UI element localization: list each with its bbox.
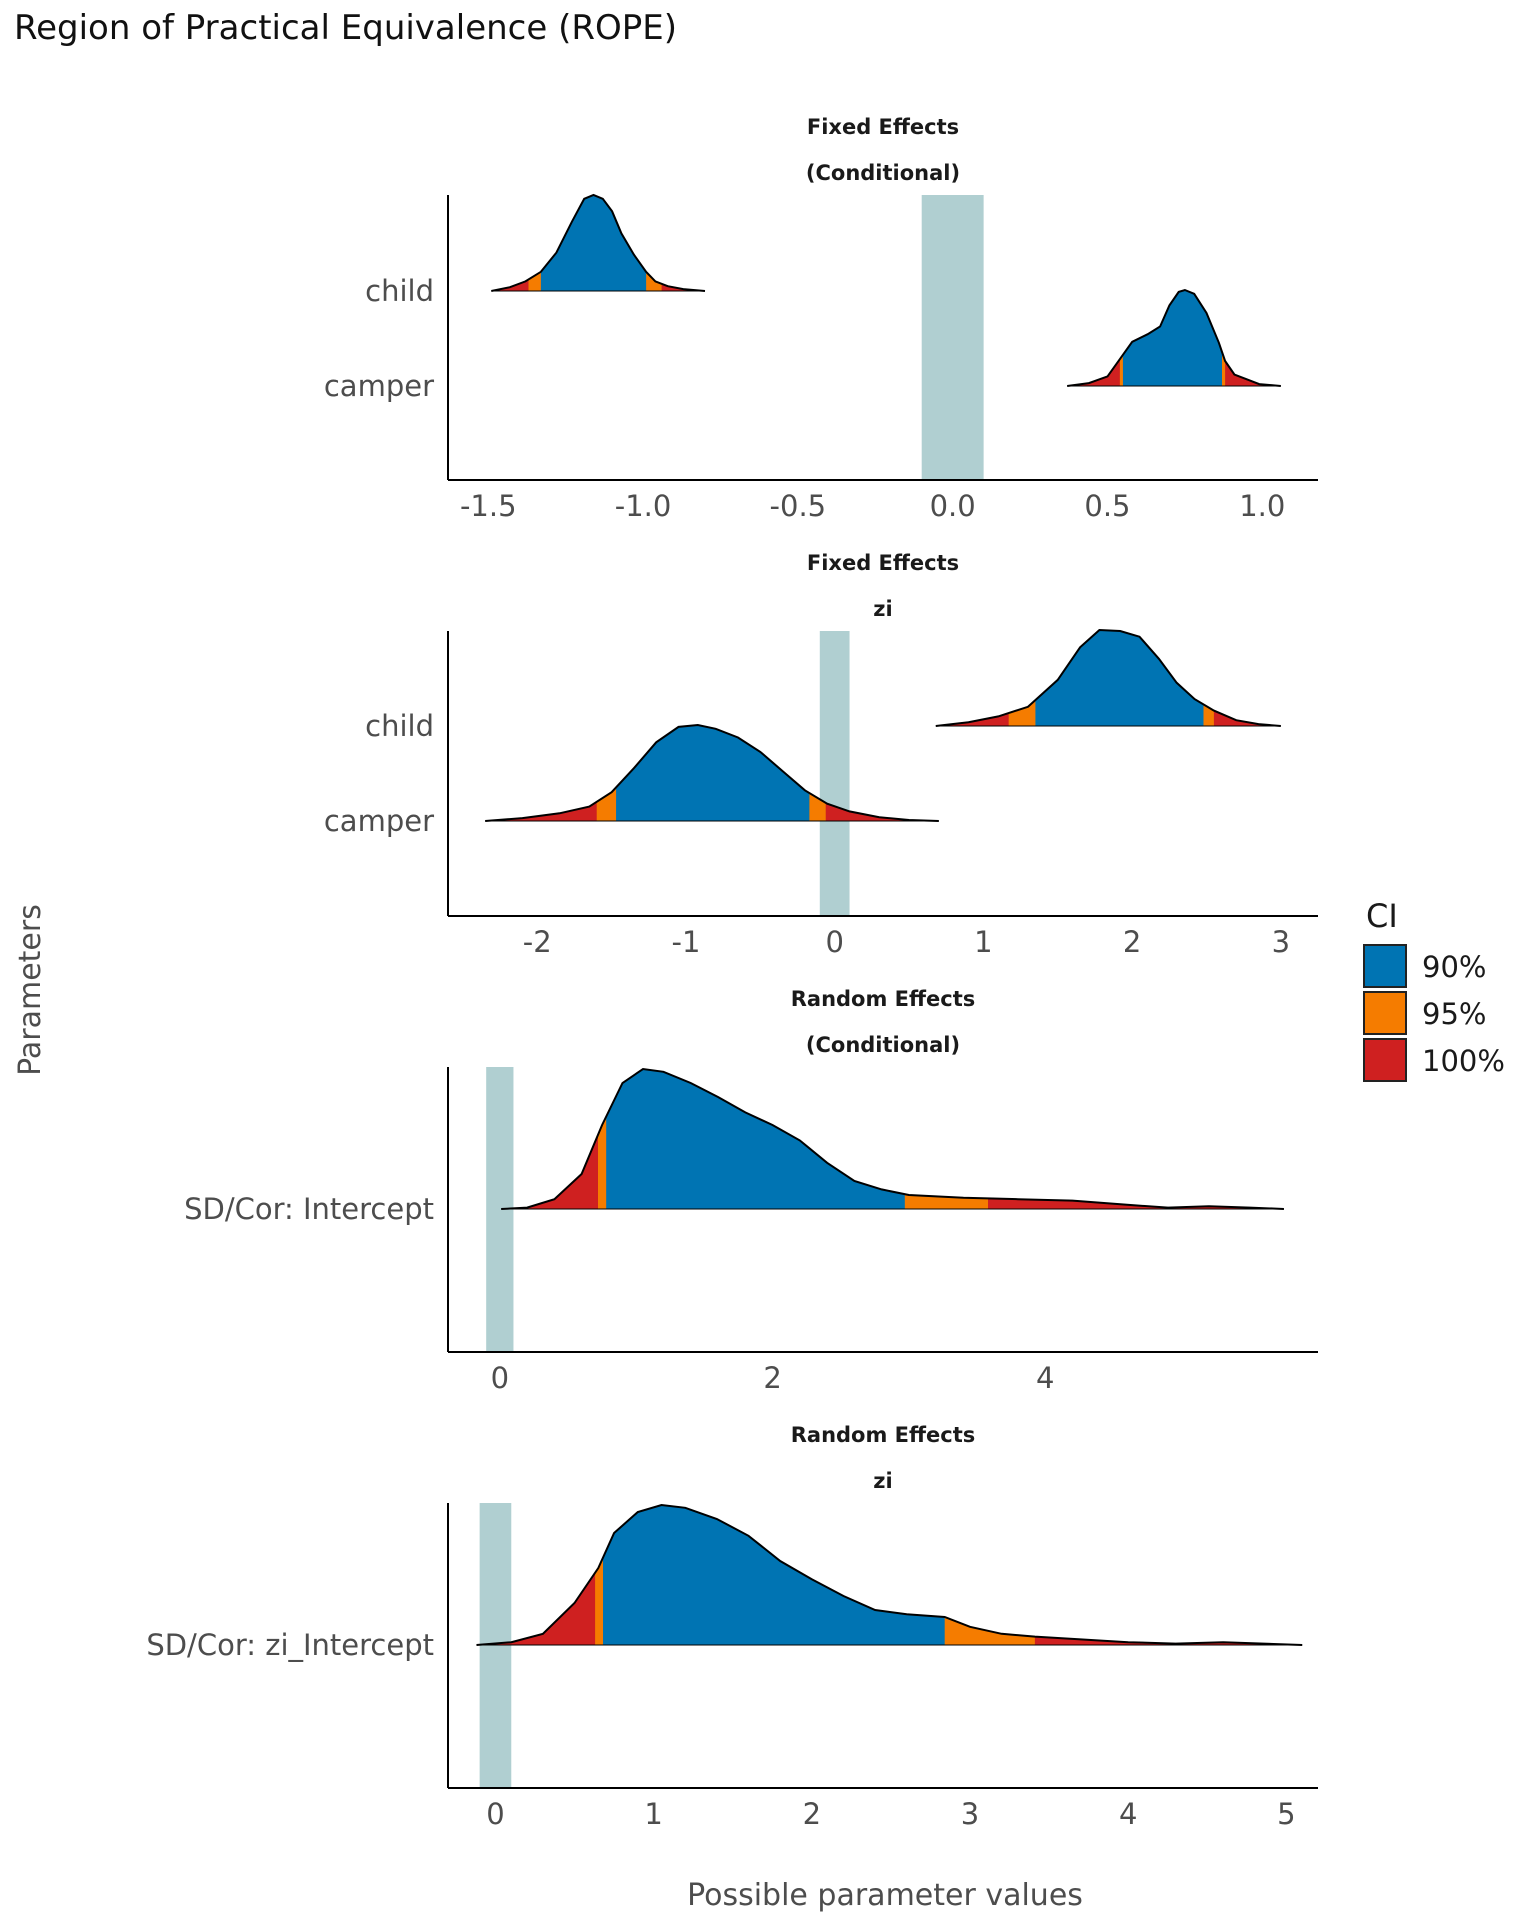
ridge-outline: [476, 1503, 1303, 1646]
legend-label: 90%: [1422, 950, 1486, 984]
ridge-fill-90: [606, 1069, 905, 1209]
x-tick-label: 3: [1272, 925, 1290, 959]
x-axis-title: Possible parameter values: [687, 1878, 1083, 1913]
y-tick-label: SD/Cor: zi_Intercept: [146, 1628, 434, 1662]
ridge-sd-cor-intercept: [501, 1067, 1284, 1210]
legend-title: CI: [1366, 897, 1398, 935]
legend: CI 90% 95% 100%: [1363, 897, 1505, 1082]
panel-strip-title: Random Effects: [791, 987, 976, 1011]
x-tick-label: 2: [763, 1361, 781, 1395]
x-tick-label: 1.0: [1239, 489, 1285, 523]
panel-strip-title: Fixed Effects: [807, 551, 959, 575]
ridge-outline: [485, 723, 939, 822]
ridge-child: [935, 628, 1281, 727]
x-tick-label: -1.0: [615, 489, 672, 523]
x-tick-label: 5: [1277, 1797, 1295, 1831]
ridge-camper: [485, 723, 939, 822]
x-tick-label: 1: [644, 1797, 662, 1831]
y-tick-label: SD/Cor: Intercept: [184, 1192, 434, 1226]
rope-band: [819, 631, 850, 916]
y-axis-title: Parameters: [13, 904, 48, 1076]
x-tick-label: -0.5: [770, 489, 827, 523]
ridge-outline: [501, 1067, 1284, 1210]
x-tick-label: 3: [961, 1797, 979, 1831]
panel-3: Random Effects (Conditional) SD/Cor: Inter…: [184, 987, 1318, 1395]
x-tick-label: -2: [523, 925, 552, 959]
x-tick-label: 2: [803, 1797, 821, 1831]
x-tick-label: 0.0: [930, 489, 976, 523]
legend-swatch: [1363, 991, 1407, 1035]
panel-4: Random Effects zi SD/Cor: zi_Intercept 0 1 2 3…: [146, 1423, 1318, 1831]
ridge-fill-90: [616, 725, 810, 821]
panel-strip-title: (Conditional): [806, 1033, 960, 1057]
x-tick-label: 4: [1119, 1797, 1137, 1831]
x-tick-label: 4: [1036, 1361, 1054, 1395]
legend-items: 90% 95% 100%: [1363, 944, 1505, 1082]
ridge-outline: [491, 193, 706, 292]
x-tick-label: 0: [486, 1797, 504, 1831]
panel-strip-title: (Conditional): [806, 161, 960, 185]
y-tick-label: camper: [324, 804, 434, 838]
ridge-fill-90: [1035, 630, 1204, 726]
ridge-outline: [935, 628, 1281, 727]
ridge-outline: [1067, 288, 1281, 387]
y-tick-label: camper: [324, 369, 434, 403]
legend-swatch: [1363, 944, 1407, 988]
x-tick-label: 0.5: [1084, 489, 1130, 523]
ridge-sd-cor-zi-intercept: [476, 1503, 1303, 1646]
x-tick-label: -1.5: [460, 489, 517, 523]
x-tick-label: 0: [825, 925, 843, 959]
y-tick-label: child: [365, 274, 434, 308]
panels-layer: Fixed Effects (Conditional) child camper -1.…: [146, 115, 1318, 1831]
panel-strip-title: zi: [873, 1469, 892, 1493]
x-tick-label: 0: [491, 1361, 509, 1395]
ridge-fill-90: [603, 1505, 945, 1645]
panel-1: Fixed Effects (Conditional) child camper -1.…: [324, 115, 1318, 523]
x-tick-label: 2: [1123, 925, 1141, 959]
ridge-camper: [1067, 288, 1281, 387]
panel-2: Fixed Effects zi child camper -2 -1 0 1 2 3: [324, 551, 1318, 959]
page-title: Region of Practical Equivalence (ROPE): [14, 8, 677, 48]
y-tick-label: child: [365, 709, 434, 743]
x-tick-label: 1: [974, 925, 992, 959]
ridge-child: [491, 193, 706, 292]
ridge-fill-90: [1122, 290, 1223, 386]
panel-strip-title: zi: [873, 597, 892, 621]
panel-strip-title: Random Effects: [791, 1423, 976, 1447]
ridge-fill-90: [540, 195, 647, 291]
x-tick-label: -1: [671, 925, 700, 959]
rope-band: [921, 195, 984, 480]
legend-swatch: [1363, 1038, 1407, 1082]
panel-strip-title: Fixed Effects: [807, 115, 959, 139]
legend-label: 95%: [1422, 997, 1486, 1031]
legend-label: 100%: [1422, 1044, 1505, 1078]
